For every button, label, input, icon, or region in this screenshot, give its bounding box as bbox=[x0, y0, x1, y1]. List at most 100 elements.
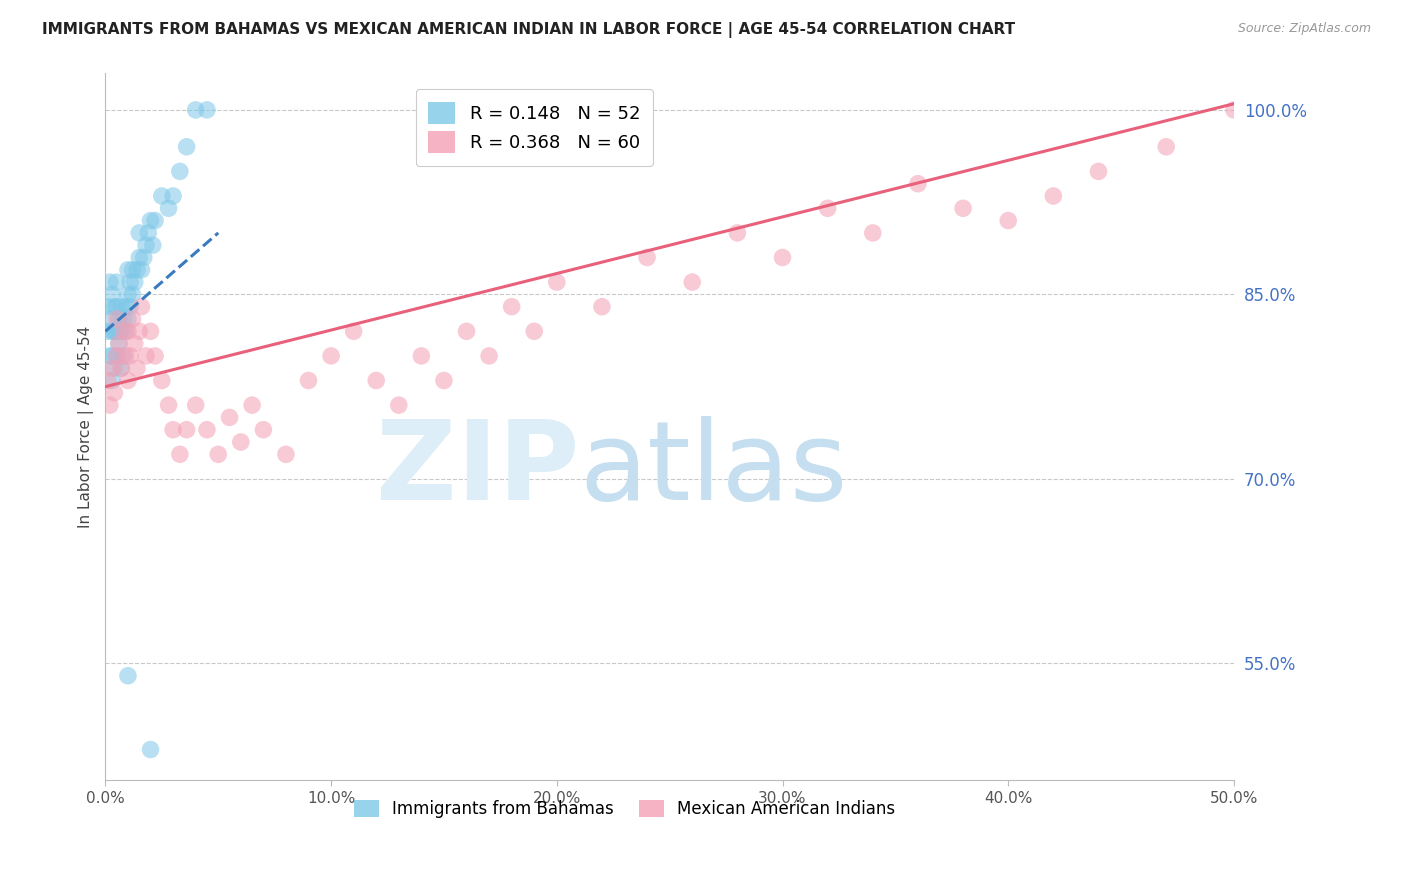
Point bbox=[162, 423, 184, 437]
Point bbox=[112, 312, 135, 326]
Point bbox=[817, 202, 839, 216]
Point bbox=[124, 336, 146, 351]
Point bbox=[108, 336, 131, 351]
Point bbox=[240, 398, 263, 412]
Point bbox=[176, 423, 198, 437]
Point bbox=[136, 226, 159, 240]
Point bbox=[108, 312, 131, 326]
Point bbox=[319, 349, 342, 363]
Point bbox=[128, 324, 150, 338]
Point bbox=[117, 287, 139, 301]
Point bbox=[120, 300, 142, 314]
Point bbox=[103, 385, 125, 400]
Point bbox=[1223, 103, 1246, 117]
Point bbox=[117, 669, 139, 683]
Point bbox=[143, 213, 166, 227]
Point bbox=[139, 742, 162, 756]
Point bbox=[124, 275, 146, 289]
Point bbox=[128, 226, 150, 240]
Point bbox=[366, 374, 388, 388]
Point bbox=[636, 251, 658, 265]
Point bbox=[103, 300, 125, 314]
Point bbox=[184, 103, 207, 117]
Point bbox=[229, 435, 252, 450]
Point bbox=[98, 349, 121, 363]
Point bbox=[207, 447, 229, 461]
Point bbox=[169, 164, 191, 178]
Point bbox=[157, 398, 180, 412]
Point bbox=[681, 275, 703, 289]
Point bbox=[117, 312, 139, 326]
Point bbox=[139, 213, 162, 227]
Point bbox=[1087, 164, 1109, 178]
Point bbox=[478, 349, 501, 363]
Point bbox=[117, 324, 139, 338]
Point bbox=[546, 275, 568, 289]
Point bbox=[143, 349, 166, 363]
Point bbox=[114, 300, 136, 314]
Point bbox=[125, 361, 148, 376]
Point bbox=[1042, 189, 1064, 203]
Legend: Immigrants from Bahamas, Mexican American Indians: Immigrants from Bahamas, Mexican America… bbox=[347, 794, 901, 825]
Point bbox=[157, 202, 180, 216]
Point bbox=[120, 349, 142, 363]
Point bbox=[120, 275, 142, 289]
Point bbox=[117, 374, 139, 388]
Point bbox=[128, 251, 150, 265]
Point bbox=[105, 300, 128, 314]
Point bbox=[114, 324, 136, 338]
Point bbox=[121, 262, 143, 277]
Point bbox=[150, 189, 173, 203]
Point bbox=[105, 312, 128, 326]
Text: ZIP: ZIP bbox=[375, 416, 579, 523]
Point bbox=[112, 349, 135, 363]
Point bbox=[112, 324, 135, 338]
Point bbox=[297, 374, 319, 388]
Point bbox=[862, 226, 884, 240]
Point bbox=[110, 361, 132, 376]
Point bbox=[195, 423, 218, 437]
Point bbox=[105, 324, 128, 338]
Point bbox=[98, 312, 121, 326]
Point bbox=[132, 251, 155, 265]
Point bbox=[105, 349, 128, 363]
Point bbox=[591, 300, 613, 314]
Point bbox=[772, 251, 794, 265]
Point bbox=[97, 374, 120, 388]
Point bbox=[218, 410, 240, 425]
Point bbox=[388, 398, 411, 412]
Point bbox=[169, 447, 191, 461]
Point bbox=[110, 361, 132, 376]
Point bbox=[135, 238, 157, 252]
Point bbox=[411, 349, 433, 363]
Point bbox=[105, 349, 128, 363]
Point bbox=[135, 349, 157, 363]
Point bbox=[103, 324, 125, 338]
Point bbox=[125, 262, 148, 277]
Point bbox=[131, 300, 153, 314]
Point bbox=[997, 213, 1019, 227]
Point bbox=[456, 324, 478, 338]
Point bbox=[907, 177, 929, 191]
Point bbox=[142, 238, 165, 252]
Point bbox=[103, 361, 125, 376]
Point bbox=[725, 226, 748, 240]
Point bbox=[121, 287, 143, 301]
Point bbox=[952, 202, 974, 216]
Point bbox=[184, 398, 207, 412]
Point bbox=[108, 336, 131, 351]
Text: Source: ZipAtlas.com: Source: ZipAtlas.com bbox=[1237, 22, 1371, 36]
Point bbox=[117, 262, 139, 277]
Point bbox=[101, 287, 124, 301]
Point bbox=[501, 300, 523, 314]
Point bbox=[343, 324, 366, 338]
Point bbox=[101, 361, 124, 376]
Point bbox=[121, 312, 143, 326]
Point bbox=[98, 398, 121, 412]
Point bbox=[523, 324, 546, 338]
Point bbox=[101, 374, 124, 388]
Point bbox=[101, 349, 124, 363]
Point bbox=[274, 447, 297, 461]
Point bbox=[105, 275, 128, 289]
Point bbox=[176, 140, 198, 154]
